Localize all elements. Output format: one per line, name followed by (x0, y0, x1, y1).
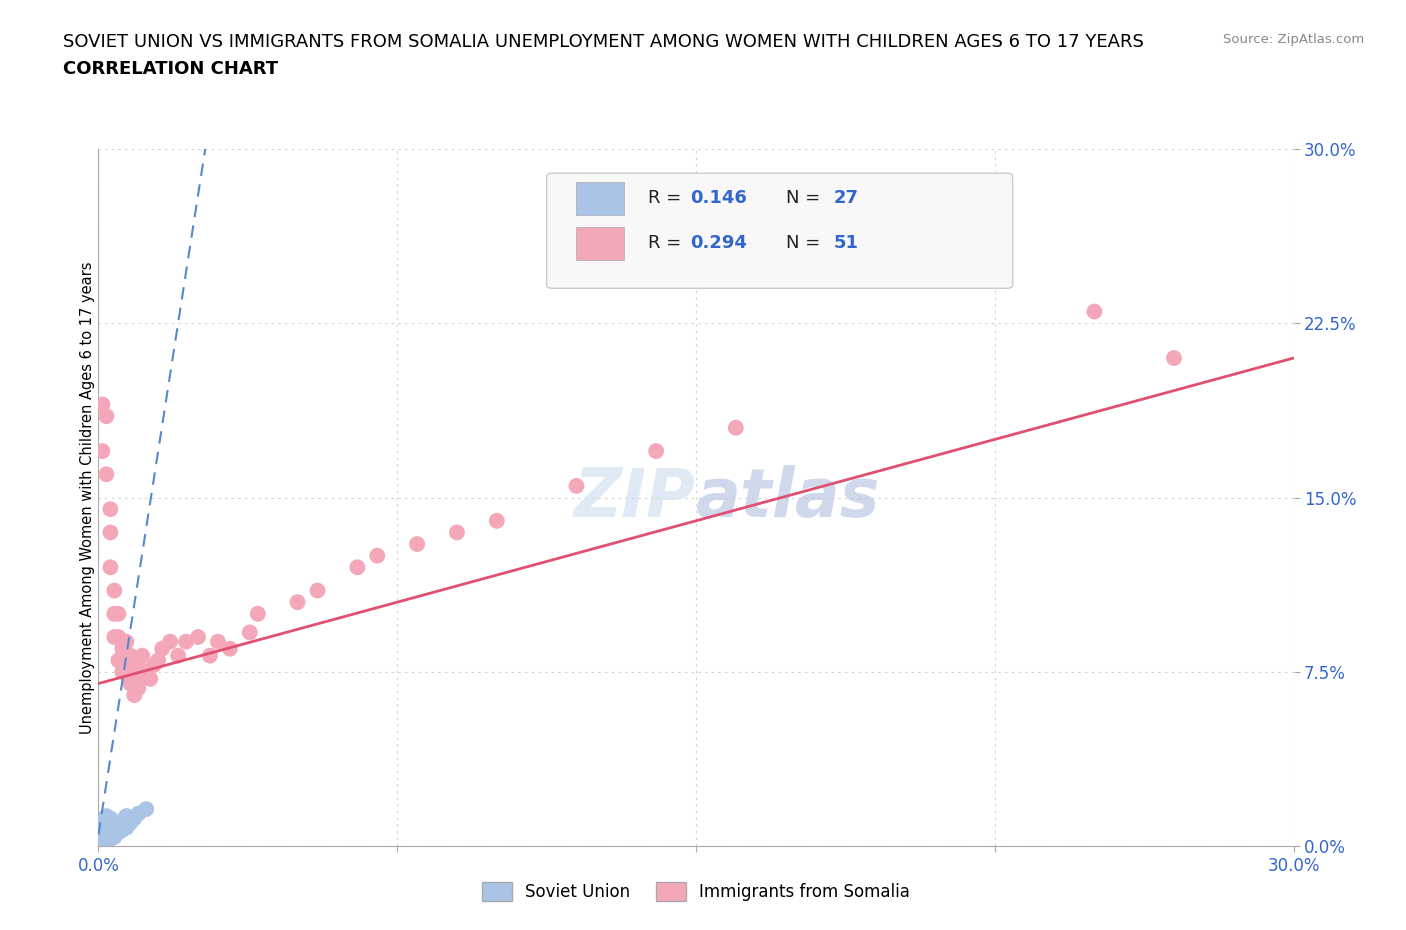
Point (103, 816, 125, 830)
Legend: Soviet Union, Immigrants from Somalia: Soviet Union, Immigrants from Somalia (475, 876, 917, 908)
Point (219, 642, 242, 657)
Point (107, 630, 129, 644)
Y-axis label: Unemployment Among Women with Children Ages 6 to 17 years: Unemployment Among Women with Children A… (80, 261, 94, 734)
Point (127, 681, 149, 696)
Point (107, 818, 129, 833)
Text: N =: N = (786, 234, 825, 252)
Point (91, 444, 114, 458)
Point (120, 676, 142, 691)
Point (91, 832, 114, 847)
Point (100, 525, 122, 540)
Point (139, 671, 162, 686)
Point (91, 837, 114, 852)
Point (96, 409, 118, 424)
Point (91, 816, 114, 830)
Point (107, 606, 129, 621)
Point (120, 816, 142, 830)
Point (131, 648, 153, 663)
Point (115, 820, 138, 835)
Point (143, 658, 166, 672)
Point (96, 809, 118, 824)
Text: N =: N = (786, 189, 825, 206)
Point (148, 653, 170, 668)
Point (307, 583, 329, 598)
Point (91, 820, 114, 835)
Point (96, 834, 118, 849)
Text: R =: R = (648, 234, 688, 252)
Point (131, 671, 153, 686)
Text: 0.146: 0.146 (690, 189, 747, 206)
Point (111, 665, 134, 680)
Point (115, 809, 138, 824)
Point (91, 828, 114, 843)
Point (246, 606, 269, 621)
Point (565, 479, 588, 494)
Point (406, 537, 429, 551)
Point (124, 688, 146, 703)
Point (135, 802, 157, 817)
Point (135, 665, 157, 680)
Point (96, 825, 118, 840)
Point (103, 606, 125, 621)
Text: ZIP: ZIP (574, 465, 696, 530)
Text: R =: R = (648, 189, 688, 206)
Point (115, 634, 138, 649)
Point (111, 813, 134, 829)
Point (366, 549, 388, 564)
Point (198, 648, 221, 663)
Point (159, 634, 181, 649)
FancyBboxPatch shape (576, 227, 624, 260)
Point (287, 595, 309, 610)
Text: SOVIET UNION VS IMMIGRANTS FROM SOMALIA UNEMPLOYMENT AMONG WOMEN WITH CHILDREN A: SOVIET UNION VS IMMIGRANTS FROM SOMALIA … (63, 33, 1144, 50)
Text: 0.294: 0.294 (690, 234, 747, 252)
Point (96, 818, 118, 833)
Point (107, 825, 129, 840)
Text: atlas: atlas (696, 465, 880, 530)
Point (100, 828, 122, 843)
Point (100, 811, 122, 826)
Point (446, 525, 468, 540)
Point (724, 420, 747, 435)
Text: Source: ZipAtlas.com: Source: ZipAtlas.com (1223, 33, 1364, 46)
Point (111, 642, 134, 657)
Point (187, 630, 209, 644)
Point (239, 625, 262, 640)
Point (100, 832, 122, 847)
Point (115, 658, 138, 672)
Point (100, 820, 122, 835)
Point (150, 642, 173, 657)
FancyBboxPatch shape (576, 181, 624, 215)
Point (103, 823, 125, 838)
Point (111, 823, 134, 838)
Point (103, 630, 125, 644)
Text: CORRELATION CHART: CORRELATION CHART (63, 60, 278, 78)
Point (100, 502, 122, 517)
Point (645, 444, 668, 458)
Point (1083, 304, 1105, 319)
Point (1163, 351, 1185, 365)
Point (96, 467, 118, 482)
Text: 27: 27 (834, 189, 859, 206)
Point (107, 653, 129, 668)
Point (174, 634, 197, 649)
Point (167, 648, 190, 663)
Point (96, 830, 118, 844)
Text: 51: 51 (834, 234, 859, 252)
Point (124, 665, 146, 680)
Point (91, 397, 114, 412)
Point (103, 830, 125, 844)
FancyBboxPatch shape (547, 173, 1012, 288)
Point (485, 513, 508, 528)
Point (127, 658, 149, 672)
Point (207, 634, 229, 649)
Point (100, 560, 122, 575)
Point (127, 806, 149, 821)
Point (346, 560, 368, 575)
Point (103, 583, 125, 598)
Point (124, 811, 146, 826)
Point (120, 648, 142, 663)
